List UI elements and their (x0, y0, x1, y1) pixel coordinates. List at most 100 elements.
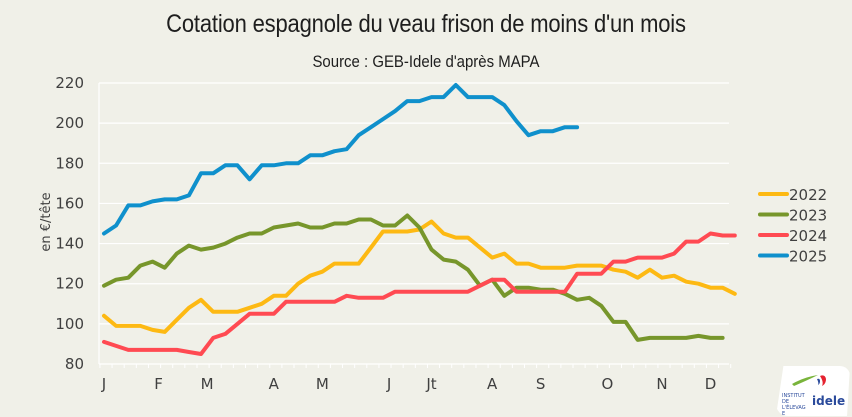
data-point-2025 (260, 163, 264, 167)
data-point-2025 (114, 224, 118, 228)
data-point-2022 (223, 310, 227, 314)
data-point-2024 (599, 272, 603, 276)
data-point-2023 (430, 248, 434, 252)
data-point-2025 (223, 163, 227, 167)
data-point-2023 (272, 226, 276, 230)
data-point-2024 (527, 290, 531, 294)
data-point-2022 (660, 276, 664, 280)
data-point-2025 (430, 95, 434, 99)
y-tick-label: 160 (55, 194, 84, 212)
data-point-2024 (151, 348, 155, 352)
y-tick-label: 220 (55, 74, 84, 92)
data-point-2025 (442, 95, 446, 99)
data-point-2023 (223, 242, 227, 246)
data-point-2023 (466, 268, 470, 272)
chart-subtitle: Source : GEB-Idele d'après MAPA (312, 52, 540, 71)
data-point-2025 (199, 171, 203, 175)
data-point-2022 (235, 310, 239, 314)
data-point-2024 (320, 300, 324, 304)
data-point-2024 (660, 256, 664, 260)
data-point-2022 (187, 306, 191, 310)
data-point-2023 (175, 252, 179, 256)
data-point-2023 (357, 217, 361, 221)
data-point-2023 (417, 226, 421, 230)
data-point-2022 (175, 318, 179, 322)
data-point-2025 (163, 197, 167, 201)
x-tick-label: Jt (425, 375, 436, 393)
logo-swoosh-icon (792, 375, 826, 386)
data-point-2022 (721, 286, 725, 290)
x-tick-label: A (269, 375, 280, 393)
data-point-2022 (672, 274, 676, 278)
data-point-2024 (478, 284, 482, 288)
series-line-2023 (102, 213, 725, 342)
data-point-2022 (478, 246, 482, 250)
legend-label-2025: 2025 (789, 248, 827, 266)
data-point-2024 (260, 312, 264, 316)
data-point-2022 (211, 310, 215, 314)
data-point-2024 (138, 348, 142, 352)
data-point-2025 (320, 153, 324, 157)
data-point-2023 (648, 336, 652, 340)
data-point-2023 (345, 222, 349, 226)
data-point-2024 (502, 278, 506, 282)
data-point-2025 (454, 83, 458, 87)
legend-label-2024: 2024 (789, 227, 827, 245)
data-point-2023 (296, 222, 300, 226)
data-point-2024 (235, 322, 239, 326)
data-point-2022 (296, 282, 300, 286)
data-point-2022 (357, 262, 361, 266)
data-point-2023 (381, 224, 385, 228)
data-point-2023 (599, 304, 603, 308)
data-point-2024 (684, 240, 688, 244)
data-point-2025 (187, 193, 191, 197)
data-point-2022 (248, 306, 252, 310)
data-point-2025 (211, 171, 215, 175)
data-point-2024 (551, 290, 555, 294)
series-lines (102, 83, 737, 356)
data-point-2025 (551, 129, 555, 133)
data-point-2024 (709, 232, 713, 236)
data-point-2022 (502, 252, 506, 256)
data-point-2024 (648, 256, 652, 260)
data-point-2024 (126, 348, 130, 352)
data-point-2025 (296, 161, 300, 165)
data-point-2022 (490, 256, 494, 260)
x-tick-label: N (656, 375, 667, 393)
data-point-2022 (151, 328, 155, 332)
data-point-2024 (563, 290, 567, 294)
data-point-2023 (684, 336, 688, 340)
data-point-2022 (648, 268, 652, 272)
x-tick-label: M (201, 375, 214, 393)
data-point-2022 (611, 268, 615, 272)
data-point-2024 (442, 290, 446, 294)
data-point-2025 (417, 99, 421, 103)
y-tick-label: 200 (55, 114, 84, 132)
x-tick-label: A (487, 375, 498, 393)
data-point-2023 (114, 278, 118, 282)
x-tick-label: F (154, 375, 163, 393)
y-tick-label: 100 (55, 315, 84, 333)
data-point-2024 (514, 290, 518, 294)
data-point-2024 (223, 332, 227, 336)
data-point-2023 (575, 298, 579, 302)
data-point-2022 (260, 302, 264, 306)
data-point-2025 (308, 153, 312, 157)
data-point-2022 (163, 330, 167, 334)
x-axis: J F M A M J Jt A S O N D (101, 375, 717, 393)
data-point-2023 (502, 294, 506, 298)
data-point-2023 (211, 246, 215, 250)
y-axis: 80 100 120 140 160 180 200 220 (55, 74, 84, 373)
legend-label-2022: 2022 (789, 186, 827, 204)
x-tick-label: J (101, 375, 106, 393)
data-point-2025 (151, 199, 155, 203)
data-point-2023 (611, 320, 615, 324)
legend-label-2023: 2023 (789, 207, 827, 225)
data-point-2024 (539, 290, 543, 294)
data-point-2022 (284, 294, 288, 298)
data-point-2022 (272, 294, 276, 298)
chart-title: Cotation espagnole du veau frison de moi… (166, 10, 686, 38)
data-point-2024 (369, 296, 373, 300)
data-point-2025 (102, 232, 106, 236)
